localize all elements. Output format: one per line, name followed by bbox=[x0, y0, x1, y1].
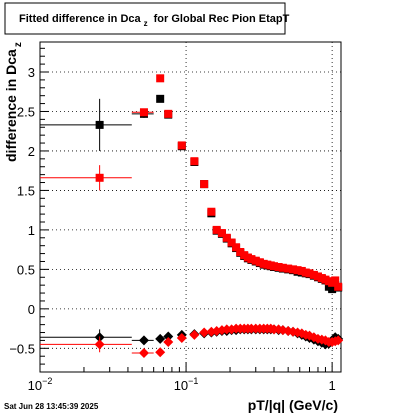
data-point-square bbox=[177, 141, 186, 150]
y-axis-title: difference in Dcaz bbox=[3, 42, 24, 162]
chart-title: Fitted difference in Dca z for Global Rec … bbox=[19, 13, 290, 28]
x-axis-title: pT/|q| (GeV/c) bbox=[248, 397, 338, 413]
y-tick-label: −0.5 bbox=[9, 341, 35, 356]
data-point-square bbox=[227, 238, 236, 247]
y-tick-label: 0 bbox=[28, 302, 35, 317]
data-point-square bbox=[156, 94, 165, 103]
data-point-square bbox=[293, 266, 302, 275]
data-point-diamond bbox=[333, 335, 344, 346]
data-point-square bbox=[217, 229, 226, 238]
data-point-square bbox=[139, 108, 148, 117]
data-point-square bbox=[222, 233, 231, 242]
data-point-square bbox=[334, 282, 343, 291]
data-point-diamond bbox=[163, 337, 174, 347]
y-tick-label: 3 bbox=[28, 65, 35, 80]
data-point-square bbox=[309, 270, 318, 279]
data-layer bbox=[40, 74, 344, 359]
x-tick-label: 10−1 bbox=[174, 376, 199, 393]
data-point-diamond bbox=[138, 348, 149, 359]
y-tick-label: 1.5 bbox=[17, 183, 35, 198]
data-point-square bbox=[232, 243, 241, 252]
data-point-diamond bbox=[163, 331, 174, 342]
data-point-square bbox=[278, 263, 287, 272]
data-point-square bbox=[156, 74, 165, 83]
data-point-square bbox=[207, 207, 216, 216]
y-tick-label: 1 bbox=[28, 223, 35, 238]
data-point-diamond bbox=[138, 335, 149, 346]
data-point-square bbox=[212, 225, 221, 234]
data-point-square bbox=[289, 265, 298, 274]
data-point-square bbox=[247, 255, 256, 264]
data-point-square bbox=[270, 262, 279, 271]
data-point-square bbox=[95, 173, 104, 182]
data-point-square bbox=[200, 180, 209, 189]
axes: 10−2 10−1 1 −0.5 0 0.5 1 1.5 2 2.5 3 bbox=[9, 47, 336, 393]
grid bbox=[40, 42, 341, 372]
title-box bbox=[4, 2, 286, 35]
data-point-square bbox=[190, 157, 199, 166]
data-point-square bbox=[305, 269, 314, 278]
data-point-square bbox=[251, 256, 260, 265]
data-point-diamond bbox=[155, 333, 166, 344]
data-point-diamond bbox=[189, 329, 200, 340]
x-tick-label: 10−2 bbox=[28, 376, 53, 393]
y-tick-label: 2.5 bbox=[17, 104, 35, 119]
data-point-diamond bbox=[94, 339, 105, 350]
y-tick-label: 0.5 bbox=[17, 262, 35, 277]
data-point-square bbox=[284, 264, 293, 273]
y-tick-label: 2 bbox=[28, 144, 35, 159]
data-point-diamond bbox=[199, 327, 210, 338]
plot-frame bbox=[39, 41, 342, 373]
data-point-diamond bbox=[176, 333, 187, 344]
data-point-diamond bbox=[155, 347, 166, 358]
data-point-square bbox=[274, 263, 283, 271]
data-point-square bbox=[164, 109, 173, 118]
data-point-square bbox=[331, 276, 340, 285]
x-tick-label: 1 bbox=[329, 378, 336, 393]
data-point-square bbox=[95, 120, 104, 129]
footer-timestamp: Sat Jun 28 13:45:39 2025 bbox=[4, 402, 99, 411]
